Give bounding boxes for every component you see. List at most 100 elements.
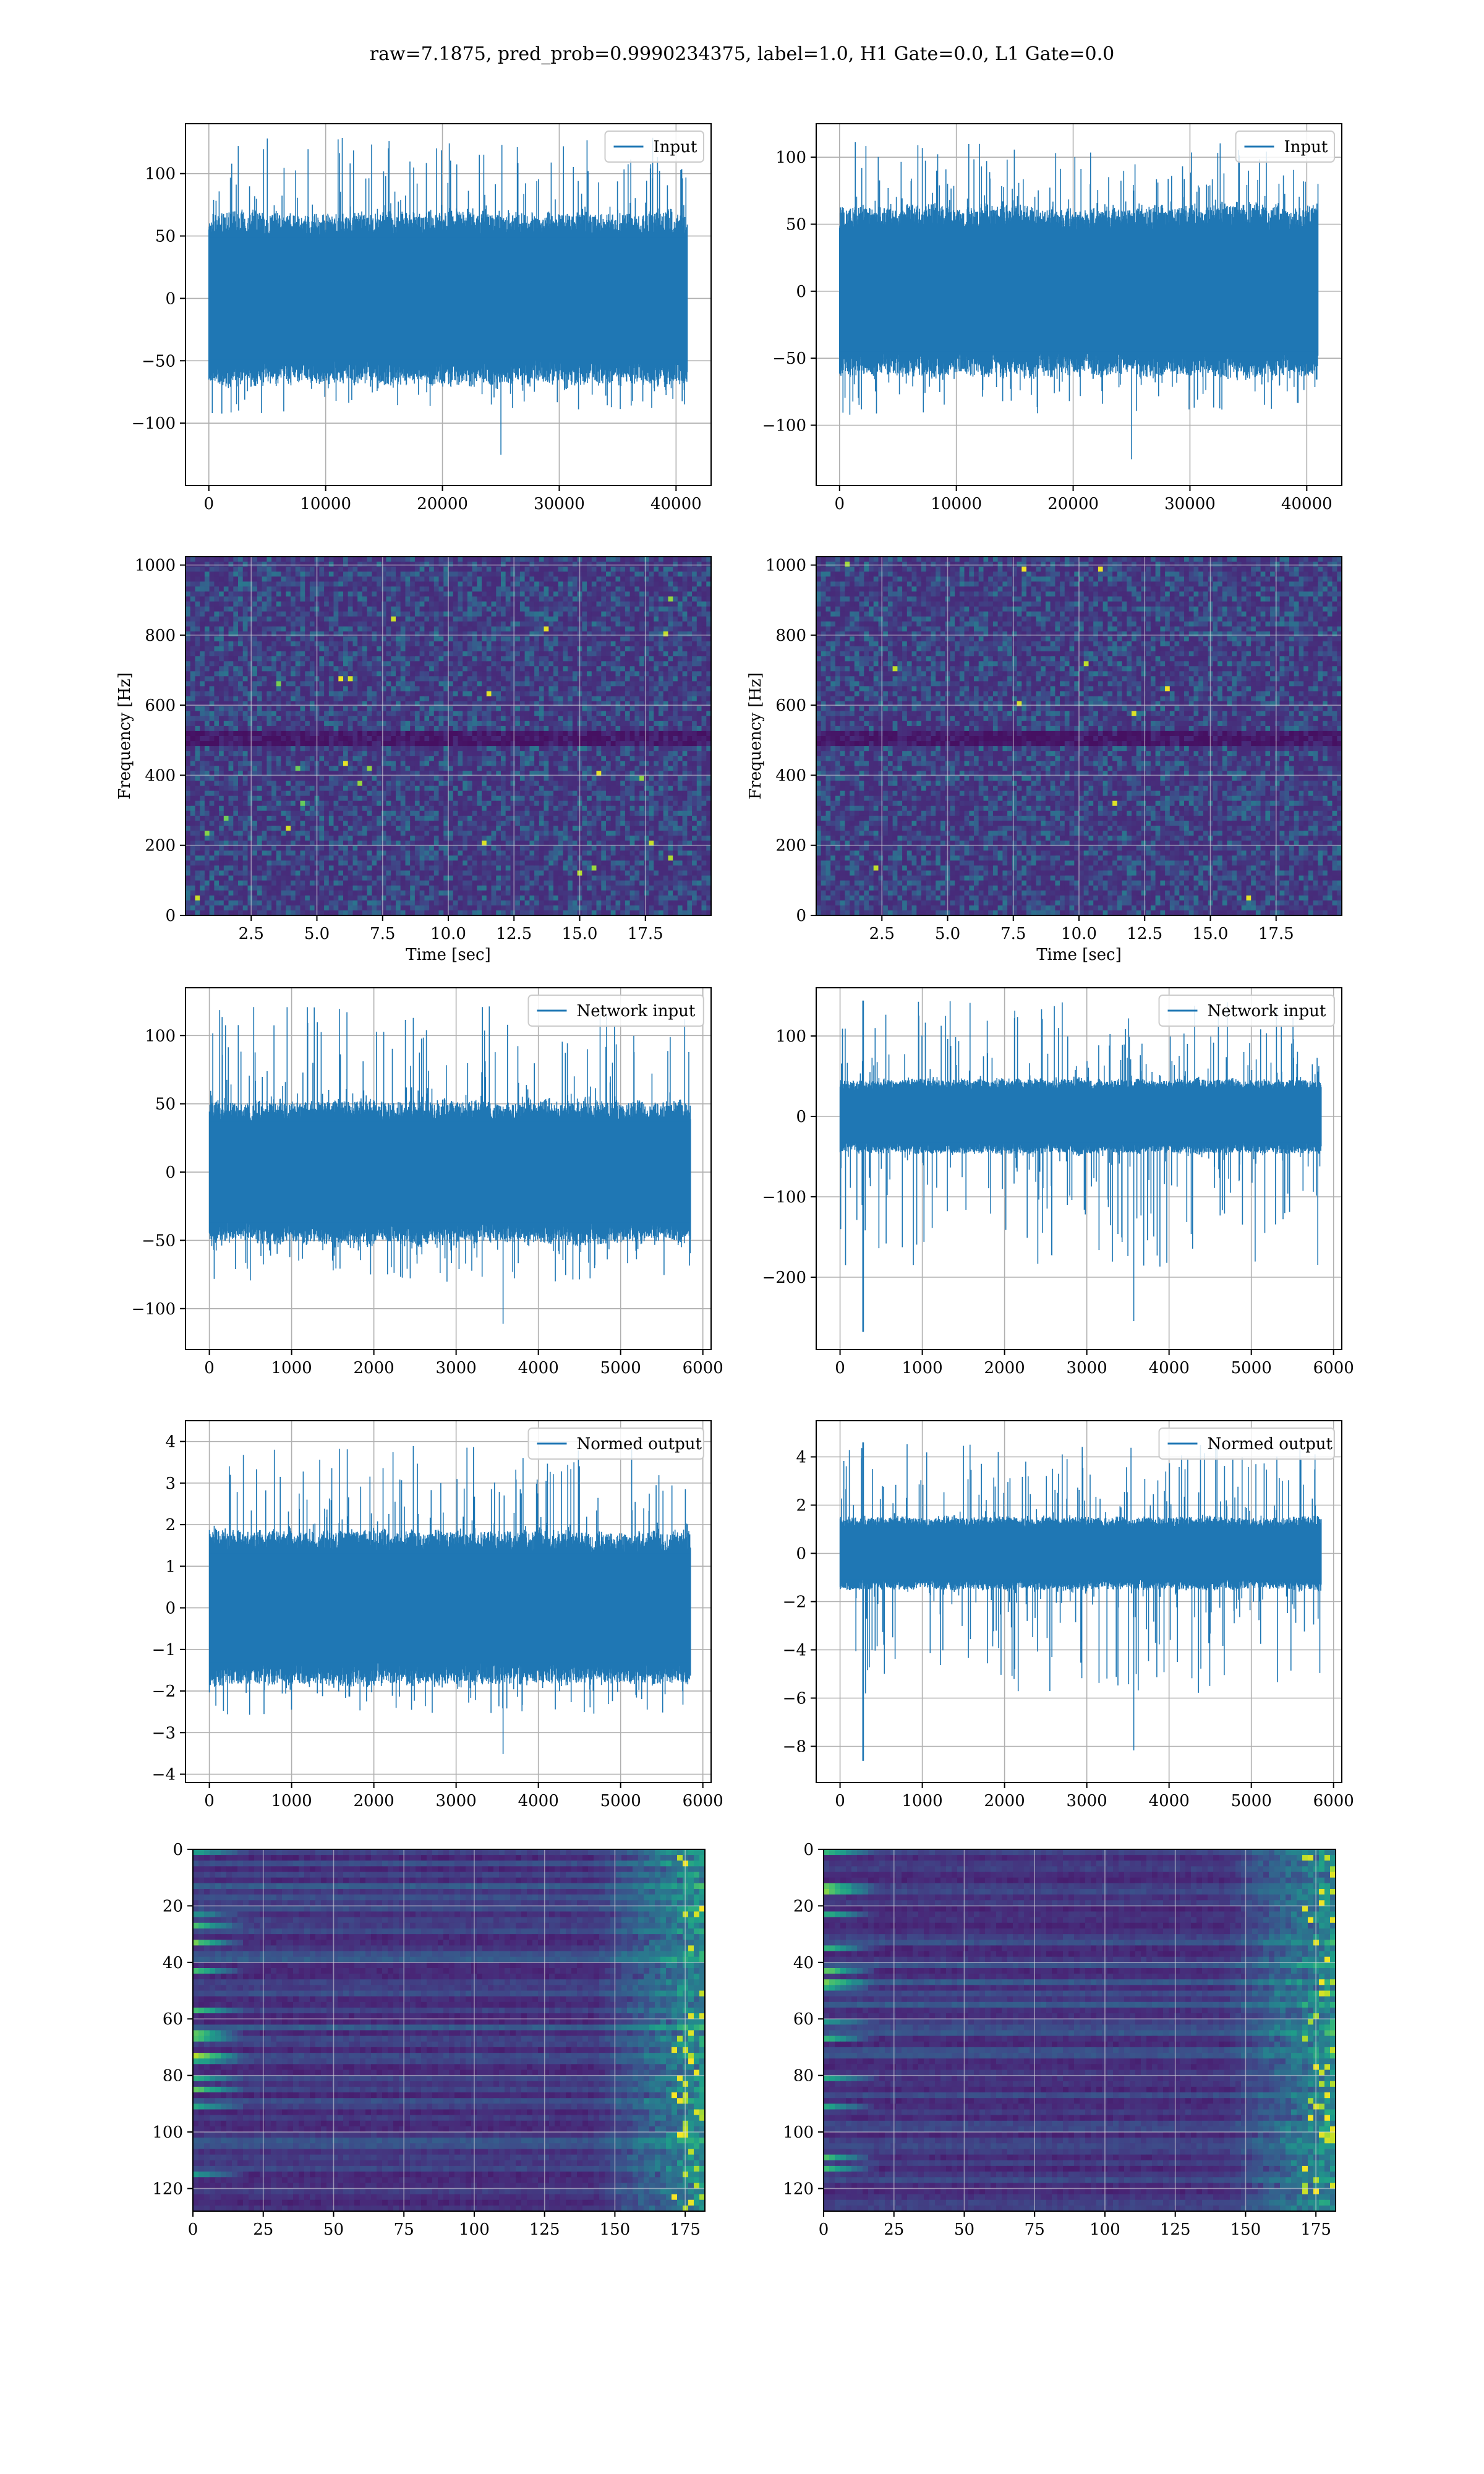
heatmap-cell xyxy=(510,661,516,667)
heatmap-cell xyxy=(328,880,335,886)
heatmap-cell xyxy=(496,646,501,652)
heatmap-cell xyxy=(238,671,244,677)
heatmap-cell xyxy=(458,596,463,602)
heatmap-cell xyxy=(410,761,416,766)
heatmap-cell xyxy=(247,676,253,682)
heatmap-cell xyxy=(505,591,511,597)
heatmap-cell xyxy=(328,836,335,841)
heatmap-cell xyxy=(242,730,248,737)
heatmap-cell xyxy=(396,646,401,652)
heatmap-cell xyxy=(242,880,248,886)
heatmap-cell xyxy=(271,741,277,747)
heatmap-cell xyxy=(453,661,458,667)
heatmap-cell xyxy=(328,761,335,766)
heatmap-cell xyxy=(200,785,205,792)
heatmap-cell xyxy=(343,557,349,562)
heatmap-cell xyxy=(271,771,277,777)
heatmap-cell xyxy=(433,785,440,792)
heatmap-cell xyxy=(286,810,291,816)
heatmap-cell xyxy=(286,631,291,637)
heatmap-cell xyxy=(405,631,411,637)
heatmap-cell xyxy=(381,701,387,707)
heatmap-cell xyxy=(357,721,363,727)
heatmap-cell xyxy=(443,651,449,657)
heatmap-cell xyxy=(190,711,195,717)
heatmap-cell xyxy=(501,885,506,891)
heatmap-cell xyxy=(204,860,210,867)
heatmap-cell xyxy=(233,681,239,687)
heatmap-cell xyxy=(352,900,358,906)
heatmap-cell xyxy=(214,581,220,587)
heatmap-cell xyxy=(410,671,416,677)
heatmap-cell xyxy=(410,766,416,771)
heatmap-cell xyxy=(377,875,382,881)
heatmap-cell xyxy=(377,656,382,662)
heatmap-cell xyxy=(200,651,205,657)
heatmap-cell xyxy=(400,701,406,707)
heatmap-cell xyxy=(186,805,191,811)
heatmap-cell xyxy=(400,666,406,672)
heatmap-cell xyxy=(510,631,516,637)
heatmap-cell xyxy=(405,820,411,826)
heatmap-cell xyxy=(367,616,372,622)
heatmap-cell xyxy=(352,571,358,577)
heatmap-cell xyxy=(424,855,430,861)
heatmap-cell xyxy=(482,726,487,732)
heatmap-cell xyxy=(357,865,363,871)
heatmap-cell xyxy=(195,626,200,632)
heatmap-cell xyxy=(338,855,344,861)
heatmap-cell xyxy=(448,795,454,802)
heatmap-cell xyxy=(262,900,267,906)
heatmap-cell xyxy=(357,606,363,612)
heatmap-cell xyxy=(319,815,325,821)
heatmap-cell xyxy=(195,586,200,592)
heatmap-cell xyxy=(247,910,253,915)
heatmap-cell xyxy=(343,771,349,777)
heatmap-cell xyxy=(372,751,377,756)
heatmap-cell xyxy=(291,831,296,836)
heatmap-cell xyxy=(357,701,363,707)
heatmap-cell xyxy=(414,586,420,592)
heatmap-cell xyxy=(372,880,377,886)
heatmap-cell xyxy=(305,875,310,881)
heatmap-cell xyxy=(448,855,454,861)
heatmap-cell xyxy=(242,721,248,727)
heatmap-cell xyxy=(377,621,382,627)
heatmap-cell xyxy=(338,661,344,667)
heatmap-cell xyxy=(391,686,396,692)
heatmap-cell xyxy=(295,611,301,617)
heatmap-cell xyxy=(505,895,511,901)
heatmap-cell xyxy=(257,641,263,647)
heatmap-cell xyxy=(362,805,368,811)
heatmap-cell xyxy=(367,691,372,697)
heatmap-cell xyxy=(281,626,286,632)
heatmap-cell xyxy=(291,571,296,577)
heatmap-cell xyxy=(195,736,200,742)
heatmap-cell xyxy=(377,721,382,727)
heatmap-cell xyxy=(352,831,358,836)
heatmap-cell xyxy=(252,870,258,876)
heatmap-cell xyxy=(204,596,210,602)
heatmap-cell xyxy=(233,596,239,602)
heatmap-cell xyxy=(486,730,492,737)
heatmap-cell xyxy=(238,800,244,807)
heatmap-cell xyxy=(204,730,210,737)
heatmap-cell xyxy=(357,626,363,632)
heatmap-cell xyxy=(357,696,363,702)
heatmap-cell xyxy=(381,751,387,756)
heatmap-cell xyxy=(219,890,224,896)
heatmap-cell xyxy=(338,746,344,751)
heatmap-cell xyxy=(377,641,382,647)
heatmap-cell xyxy=(238,706,244,712)
heatmap-cell xyxy=(328,676,335,682)
heatmap-cell xyxy=(448,601,454,607)
heatmap-cell xyxy=(367,676,372,682)
heatmap-cell xyxy=(228,795,234,802)
heatmap-cell xyxy=(482,691,487,697)
heatmap-cell xyxy=(223,771,229,777)
heatmap-cell xyxy=(242,820,248,826)
heatmap-cell xyxy=(501,880,506,886)
heatmap-cell xyxy=(458,586,463,592)
heatmap-cell xyxy=(453,586,458,592)
heatmap-cell xyxy=(333,666,339,672)
